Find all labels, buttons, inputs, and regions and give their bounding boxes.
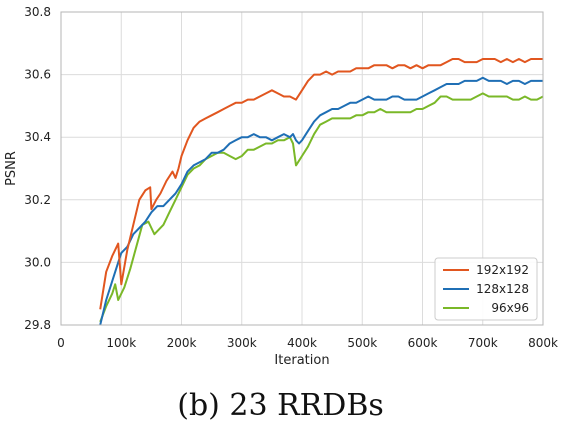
legend-label: 96x96 <box>491 301 529 315</box>
x-axis-ticks: 0 100k 200k 300k 400k 500k 600k 700k 800k <box>57 336 558 350</box>
x-tick-label: 600k <box>408 336 438 350</box>
series-lines <box>99 58 543 325</box>
x-tick-label: 500k <box>347 336 377 350</box>
legend-box <box>434 257 538 321</box>
y-tick-label: 30.8 <box>24 5 51 19</box>
y-tick-label: 30.6 <box>24 68 51 82</box>
x-tick-label: 100k <box>106 336 136 350</box>
y-tick-label: 30.4 <box>24 130 51 144</box>
legend-label: 128x128 <box>476 282 529 296</box>
y-axis-label: PSNR <box>4 151 19 186</box>
x-axis-label: Iteration <box>274 353 329 368</box>
x-tick-label: 400k <box>287 336 317 350</box>
grid-lines <box>60 11 544 326</box>
x-tick-label: 800k <box>528 336 558 350</box>
series-line-192x192 <box>99 58 543 310</box>
x-tick-label: 200k <box>167 336 197 350</box>
series-line-96x96 <box>99 92 543 323</box>
y-axis-ticks: 29.8 30.0 30.2 30.4 30.6 30.8 <box>24 5 51 332</box>
x-tick-label: 0 <box>57 336 65 350</box>
legend-label: 192x192 <box>476 263 529 277</box>
y-tick-label: 30.0 <box>24 255 51 269</box>
series-line-128x128 <box>99 76 543 325</box>
plot-area-frame <box>60 11 544 326</box>
y-tick-label: 30.2 <box>24 193 51 207</box>
legend: 192x192 128x128 96x96 <box>434 257 538 321</box>
x-tick-label: 700k <box>468 336 498 350</box>
y-tick-label: 29.8 <box>24 318 51 332</box>
x-tick-label: 300k <box>227 336 257 350</box>
figure-caption: (b) 23 RRDBs <box>177 388 384 423</box>
